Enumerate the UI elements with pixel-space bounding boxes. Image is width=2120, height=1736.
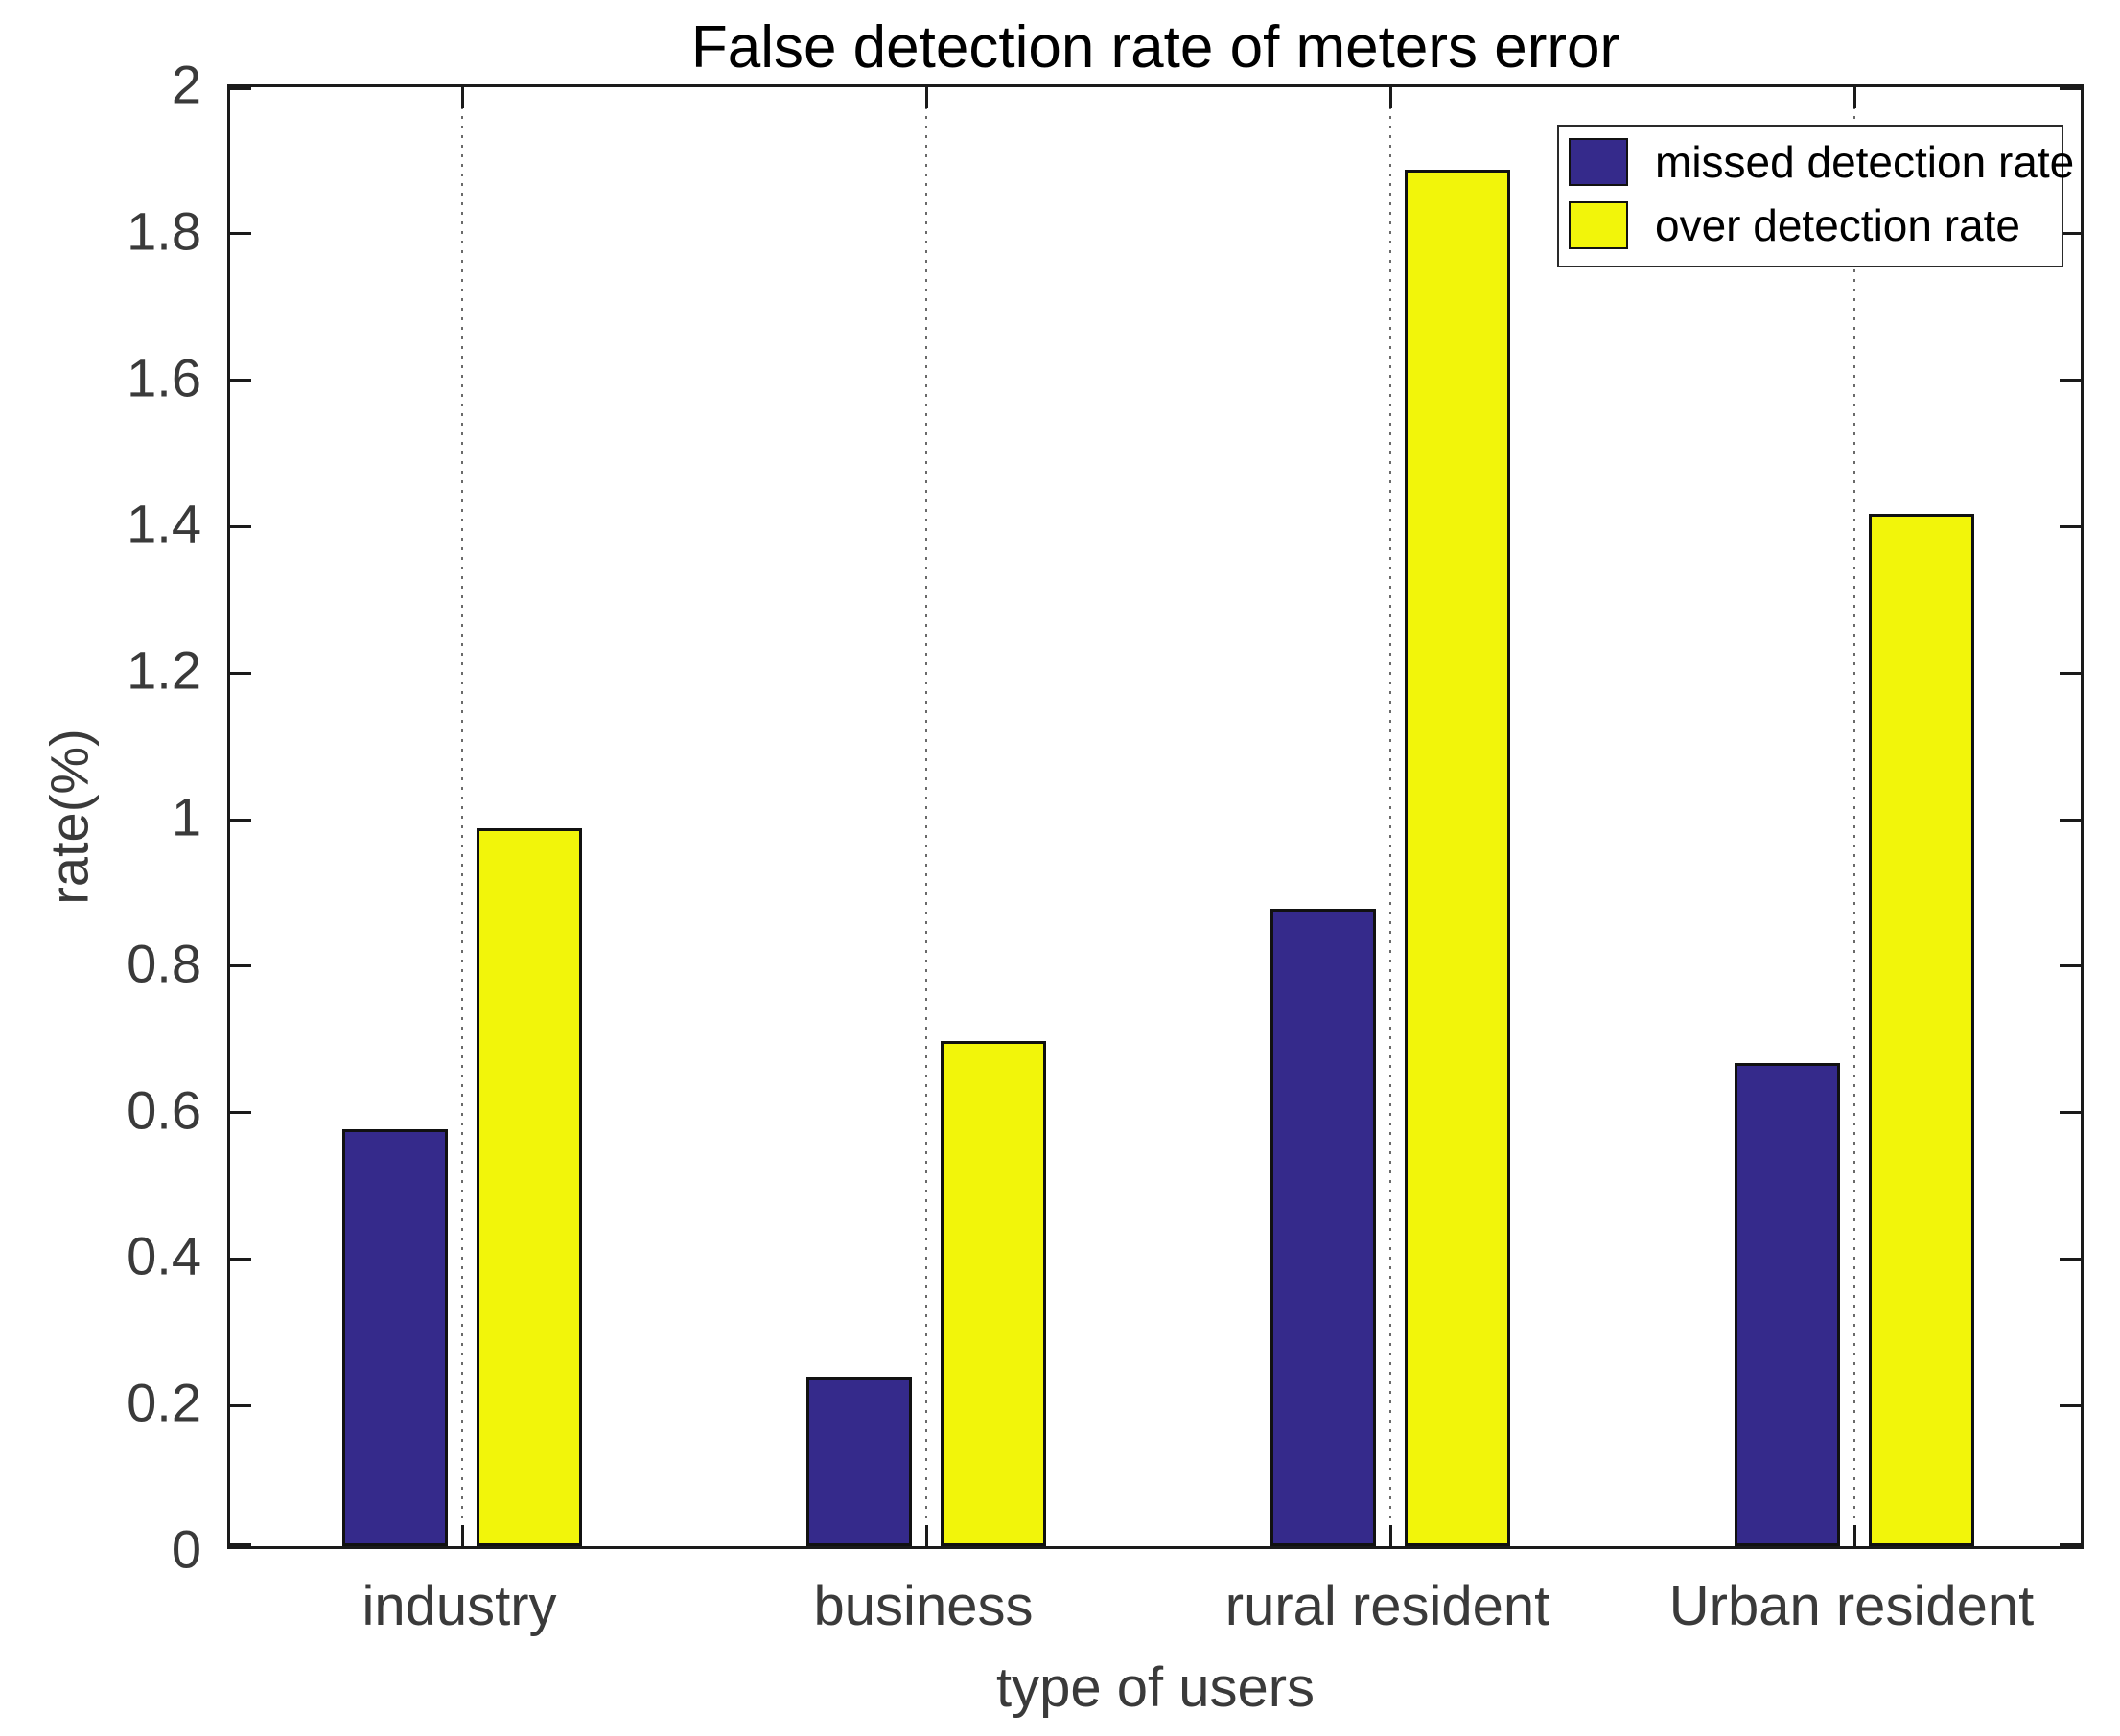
- y-tick-label-1.6: 1.6: [127, 347, 201, 408]
- bar-urban-resident-missed: [1735, 1062, 1840, 1546]
- legend: missed detection rate over detection rate: [1557, 125, 2074, 267]
- y-tick-right-2: [2060, 87, 2081, 90]
- x-tick-bottom-industry: [460, 1525, 464, 1546]
- y-tick-left-2: [230, 87, 251, 90]
- bar-industry-missed: [342, 1128, 448, 1546]
- x-category-label-industry: industry: [361, 1575, 557, 1637]
- y-tick-right-0.2: [2060, 1403, 2081, 1407]
- y-tick-right-1.2: [2060, 671, 2081, 675]
- x-category-label-business: business: [813, 1575, 1034, 1637]
- y-tick-label-1.8: 1.8: [127, 200, 201, 262]
- y-tick-left-1.4: [230, 524, 251, 528]
- y-tick-label-0.2: 0.2: [127, 1372, 201, 1433]
- y-tick-left-0.8: [230, 964, 251, 968]
- bar-rural-resident-missed: [1270, 909, 1376, 1546]
- x-tick-top-business: [924, 87, 928, 108]
- y-axis-label: rate(%): [38, 729, 100, 905]
- y-tick-right-0.6: [2060, 1111, 2081, 1115]
- bar-urban-resident-over: [1869, 513, 1974, 1546]
- gridline-industry: [461, 87, 463, 1546]
- chart-title: False detection rate of meters error: [690, 14, 1620, 81]
- y-tick-right-1: [2060, 818, 2081, 822]
- y-tick-label-0.6: 0.6: [127, 1079, 201, 1141]
- x-tick-bottom-urban-resident: [1852, 1525, 1856, 1546]
- y-tick-right-1.4: [2060, 524, 2081, 528]
- legend-swatch-missed: [1569, 138, 1628, 186]
- x-axis-label: type of users: [995, 1656, 1316, 1719]
- bar-industry-over: [477, 828, 582, 1546]
- y-tick-right-1.8: [2060, 232, 2081, 236]
- legend-swatch-over: [1569, 201, 1628, 249]
- y-tick-label-0.8: 0.8: [127, 933, 201, 994]
- y-tick-left-1: [230, 818, 251, 822]
- x-tick-top-urban-resident: [1852, 87, 1856, 108]
- x-tick-top-industry: [460, 87, 464, 108]
- legend-row-over-detection-rate: over detection rate: [1569, 199, 2020, 251]
- bar-business-missed: [806, 1377, 912, 1546]
- y-tick-label-1: 1: [171, 786, 201, 847]
- x-tick-bottom-business: [924, 1525, 928, 1546]
- y-tick-right-0: [2060, 1543, 2081, 1546]
- plot-area: [227, 84, 2084, 1549]
- y-tick-left-0: [230, 1543, 251, 1546]
- y-tick-label-2: 2: [171, 54, 201, 115]
- x-category-label-rural-resident: rural resident: [1224, 1575, 1550, 1637]
- bar-rural-resident-over: [1405, 169, 1510, 1546]
- gridline-business: [925, 87, 927, 1546]
- legend-row-missed-detection-rate: missed detection rate: [1569, 136, 2074, 188]
- y-tick-label-1.4: 1.4: [127, 493, 201, 554]
- y-tick-left-1.2: [230, 671, 251, 675]
- y-tick-right-0.8: [2060, 964, 2081, 968]
- legend-label-missed: missed detection rate: [1655, 137, 2075, 187]
- y-tick-left-1.8: [230, 232, 251, 236]
- y-tick-label-1.2: 1.2: [127, 639, 201, 701]
- y-tick-left-1.6: [230, 379, 251, 382]
- x-tick-top-rural-resident: [1388, 87, 1392, 108]
- y-tick-label-0: 0: [171, 1518, 201, 1580]
- y-tick-right-1.6: [2060, 379, 2081, 382]
- bar-business-over: [941, 1040, 1046, 1546]
- y-tick-right-0.4: [2060, 1257, 2081, 1261]
- y-tick-left-0.2: [230, 1403, 251, 1407]
- x-tick-bottom-rural-resident: [1388, 1525, 1392, 1546]
- gridline-urban-resident: [1853, 87, 1855, 1546]
- y-tick-label-0.4: 0.4: [127, 1225, 201, 1286]
- gridline-rural-resident: [1389, 87, 1391, 1546]
- x-category-label-urban-resident: Urban resident: [1668, 1575, 2035, 1637]
- y-tick-left-0.4: [230, 1257, 251, 1261]
- legend-label-over: over detection rate: [1655, 200, 2021, 250]
- y-tick-left-0.6: [230, 1111, 251, 1115]
